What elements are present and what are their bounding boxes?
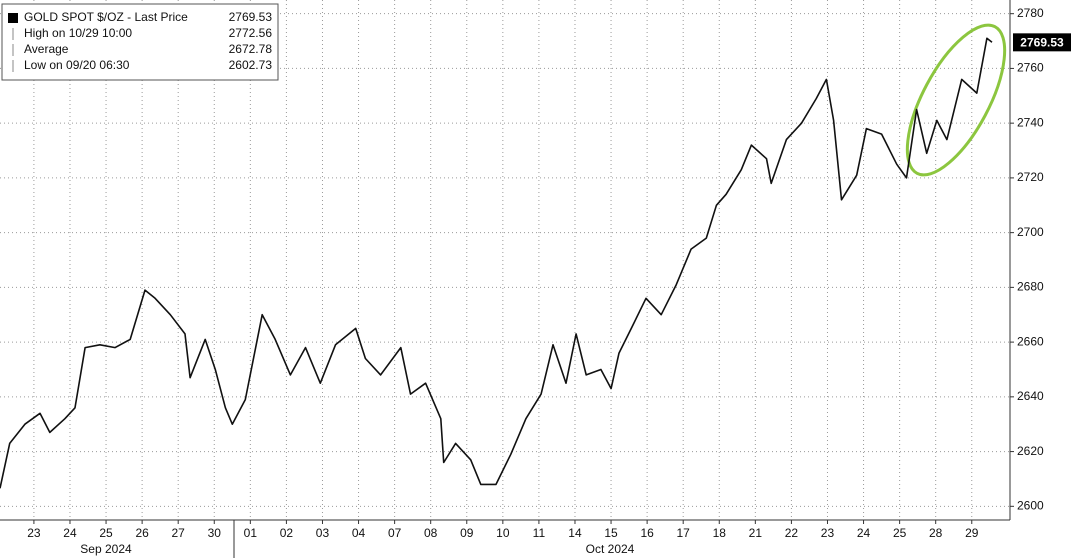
- legend-label: GOLD SPOT $/OZ - Last Price: [24, 10, 188, 24]
- last-price-label: 2769.53: [1020, 36, 1064, 50]
- y-tick-label: 2640: [1017, 389, 1044, 403]
- x-tick-label: 01: [244, 526, 258, 540]
- y-tick-label: 2600: [1017, 498, 1044, 512]
- x-tick-label: 08: [424, 526, 438, 540]
- plot: [0, 37, 993, 489]
- y-tick-label: 2680: [1017, 280, 1044, 294]
- x-tick-label: 30: [208, 526, 222, 540]
- x-tick-label: 17: [677, 526, 691, 540]
- legend-value: 2672.78: [229, 42, 273, 56]
- legend-value: 2772.56: [229, 26, 273, 40]
- month-label: Oct 2024: [586, 542, 635, 556]
- x-tick-label: 25: [99, 526, 113, 540]
- x-tick-label: 29: [965, 526, 979, 540]
- y-tick-label: 2780: [1017, 6, 1044, 20]
- x-tick-label: 10: [496, 526, 510, 540]
- x-tick-label: 23: [821, 526, 835, 540]
- x-tick-label: 23: [27, 526, 41, 540]
- x-tick-label: 03: [316, 526, 330, 540]
- legend-label: Average: [24, 42, 69, 56]
- x-tick-label: 11: [533, 526, 546, 540]
- y-tick-label: 2720: [1017, 170, 1044, 184]
- x-tick-label: 27: [172, 526, 186, 540]
- x-tick-label: 04: [352, 526, 366, 540]
- x-tick-label: 25: [893, 526, 907, 540]
- x-tick-label: 02: [280, 526, 294, 540]
- x-tick-label: 18: [713, 526, 727, 540]
- y-tick-label: 2660: [1017, 334, 1044, 348]
- x-tick-label: 07: [388, 526, 402, 540]
- y-tick-label: 2740: [1017, 115, 1044, 129]
- x-tick-label: 14: [568, 526, 582, 540]
- price-line: [0, 37, 993, 489]
- x-tick-label: 22: [785, 526, 799, 540]
- x-tick-label: 28: [929, 526, 943, 540]
- x-tick-label: 15: [604, 526, 618, 540]
- highlight-ellipse: [905, 23, 1007, 177]
- y-tick-label: 2760: [1017, 61, 1044, 75]
- legend-label: Low on 09/20 06:30: [24, 58, 130, 72]
- legend: GOLD SPOT $/OZ - Last Price 2769.53 High o…: [1, 3, 279, 81]
- x-tick-label: 09: [460, 526, 474, 540]
- legend-label: High on 10/29 10:00: [24, 26, 132, 40]
- y-tick-label: 2620: [1017, 444, 1044, 458]
- last-price-tag: [1013, 33, 1071, 52]
- x-tick-label: 24: [857, 526, 871, 540]
- legend-swatch: [8, 13, 18, 23]
- y-tick-label: 2700: [1017, 225, 1044, 239]
- x-tick-label: 26: [135, 526, 149, 540]
- legend-value: 2769.53: [229, 10, 273, 24]
- x-tick-label: 16: [640, 526, 654, 540]
- month-label: Sep 2024: [80, 542, 132, 556]
- legend-value: 2602.73: [229, 58, 273, 72]
- x-tick-label: 24: [63, 526, 77, 540]
- x-tick-label: 21: [749, 526, 763, 540]
- legend-box: [1, 3, 279, 81]
